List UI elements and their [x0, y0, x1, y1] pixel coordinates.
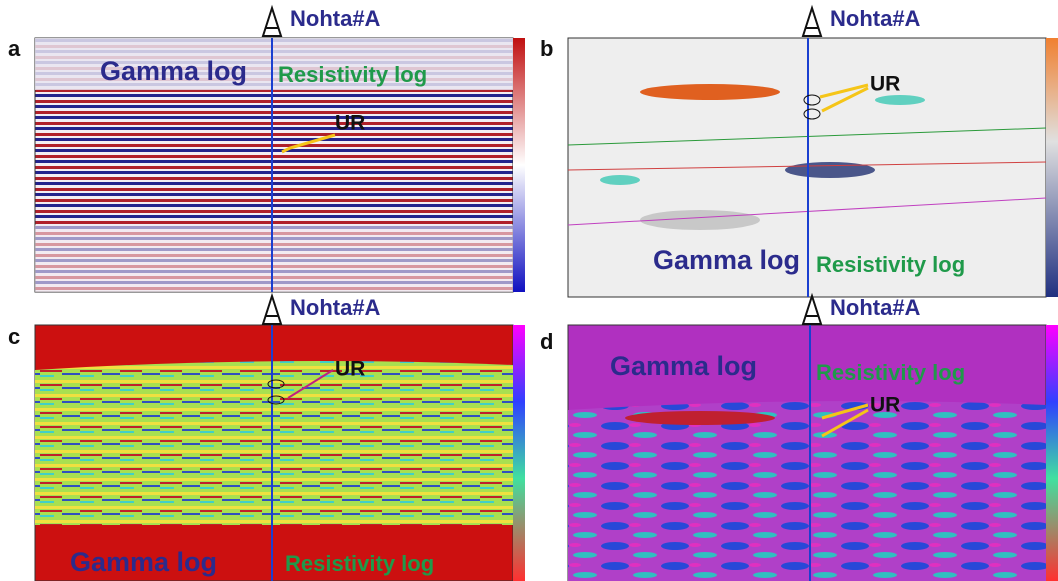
- well-icon: [263, 8, 281, 36]
- panel-b: b Nohta#A Gamma log Resistivity log UR: [540, 6, 1058, 297]
- panel-a: a Nohta#A Gamma log Resistivity log UR: [8, 6, 525, 292]
- anomaly: [875, 95, 925, 105]
- panel-label: a: [8, 36, 21, 61]
- deep-zone: [35, 225, 513, 292]
- ur-label: UR: [870, 394, 900, 417]
- data-zone: [35, 361, 513, 525]
- anomaly: [785, 162, 875, 178]
- well-icon: [263, 296, 281, 324]
- well-name: Nohta#A: [830, 295, 921, 320]
- resistivity-label: Resistivity log: [285, 551, 434, 576]
- gamma-label: Gamma log: [100, 56, 247, 86]
- data-zone: [568, 401, 1046, 581]
- gamma-label: Gamma log: [70, 547, 217, 577]
- well-name: Nohta#A: [290, 295, 381, 320]
- resistivity-label: Resistivity log: [278, 62, 427, 87]
- anomaly: [640, 84, 780, 100]
- color-bar: [1046, 38, 1058, 297]
- ur-label: UR: [870, 73, 900, 96]
- color-bar: [1046, 325, 1058, 581]
- well-icon: [803, 296, 821, 324]
- figure: a Nohta#A Gamma log Resistivity log UR b…: [0, 0, 1058, 581]
- anomaly: [600, 175, 640, 185]
- gamma-label: Gamma log: [610, 351, 757, 381]
- anomaly: [625, 411, 775, 425]
- color-bar: [513, 325, 525, 581]
- ur-label: UR: [335, 358, 365, 381]
- panel-d: d Nohta#A Gamma log Resistivity log UR: [540, 295, 1058, 581]
- color-bar: [513, 38, 525, 292]
- panel-c: c Nohta#A Gamma log Resistivity log UR: [8, 295, 525, 581]
- panel-label: c: [8, 324, 20, 349]
- panel-label: d: [540, 329, 553, 354]
- well-name: Nohta#A: [290, 6, 381, 31]
- ur-label: UR: [335, 112, 365, 135]
- well-name: Nohta#A: [830, 6, 921, 31]
- gamma-label: Gamma log: [653, 245, 800, 275]
- well-icon: [803, 8, 821, 36]
- resistivity-label: Resistivity log: [816, 252, 965, 277]
- panel-label: b: [540, 36, 553, 61]
- resistivity-label: Resistivity log: [816, 360, 965, 385]
